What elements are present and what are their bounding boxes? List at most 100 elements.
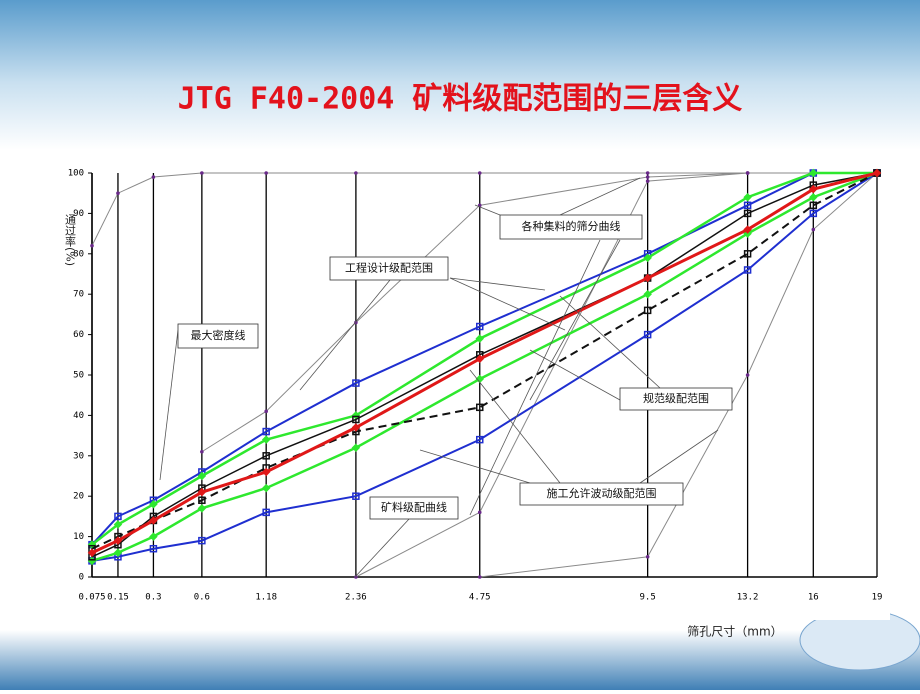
- point: [261, 483, 271, 493]
- point: [262, 452, 270, 460]
- x-tick-label: 9.5: [640, 593, 656, 603]
- point: [643, 273, 652, 283]
- point: [114, 512, 122, 521]
- point: [476, 403, 484, 412]
- point: [476, 435, 484, 444]
- x-tick-label: 0.15: [107, 593, 129, 603]
- leader-line: [469, 239, 601, 516]
- y-tick-label: 10: [73, 532, 84, 542]
- point: [149, 500, 158, 509]
- footer-band: [0, 630, 920, 690]
- leader-line: [559, 295, 661, 389]
- point: [645, 179, 650, 183]
- x-tick-label: 13.2: [737, 593, 759, 603]
- point: [745, 373, 750, 377]
- point: [90, 243, 94, 248]
- y-tick-label: 20: [73, 492, 84, 502]
- point: [643, 330, 652, 339]
- y-tick-label: 70: [73, 290, 84, 300]
- header-band: [0, 0, 920, 150]
- point: [477, 510, 482, 515]
- point: [477, 171, 482, 175]
- x-tick-label: 0.6: [194, 593, 210, 603]
- callout-text: 施工允许波动级配范围: [547, 486, 657, 500]
- callout-box: [519, 482, 684, 506]
- leader-line: [469, 369, 561, 484]
- point: [645, 171, 650, 175]
- point: [197, 487, 207, 497]
- point: [743, 201, 752, 210]
- point: [811, 227, 816, 232]
- point: [352, 492, 360, 500]
- point: [151, 175, 156, 179]
- leader-line: [529, 239, 621, 401]
- point: [475, 334, 484, 343]
- point: [743, 266, 752, 274]
- point: [354, 171, 358, 175]
- point: [477, 575, 482, 579]
- point: [743, 209, 752, 218]
- point: [475, 354, 484, 364]
- chart-panel: [65, 160, 890, 620]
- point: [261, 467, 271, 477]
- point: [198, 496, 206, 504]
- point: [645, 175, 650, 179]
- callout-box: [619, 387, 733, 411]
- point: [149, 544, 158, 553]
- point: [352, 379, 360, 387]
- y-tick-label: 100: [68, 169, 84, 179]
- leader-line: [299, 279, 391, 391]
- y-tick-label: 60: [73, 330, 84, 340]
- point: [198, 536, 206, 545]
- point: [262, 427, 270, 436]
- leader-line: [639, 429, 719, 484]
- callout-box: [329, 256, 449, 281]
- series-line: [91, 172, 878, 562]
- leader-line: [474, 204, 501, 216]
- x-tick-label: 2.36: [345, 593, 367, 603]
- x-axis-label: 筛孔尺寸（mm）: [687, 624, 782, 639]
- callout-text: 规范级配范围: [643, 391, 709, 405]
- chart-title: JTG F40-2004 矿料级配范围的三层含义: [178, 82, 743, 117]
- point: [351, 443, 361, 452]
- plot: 0 10 20 30 40 50 60 70 80 90 100 0.075 0.15 0.3 0.6 1.1…: [68, 169, 883, 603]
- point: [476, 322, 484, 331]
- y-tick-label: 40: [73, 411, 84, 421]
- y-tick-label: 90: [73, 209, 84, 219]
- callout-box: [177, 323, 259, 349]
- point: [643, 289, 652, 299]
- y-tick-label: 0: [79, 573, 84, 583]
- point: [645, 555, 650, 559]
- callout-box: [499, 214, 643, 240]
- point: [352, 415, 360, 424]
- leader-line: [529, 349, 621, 401]
- point: [200, 449, 204, 454]
- y-tick-label: 30: [73, 451, 84, 461]
- callout-text: 矿料级配曲线: [381, 500, 447, 514]
- x-tick-label: 0.075: [78, 593, 105, 603]
- point: [264, 171, 268, 175]
- x-tick-label: 4.75: [469, 593, 491, 603]
- callout-text: 工程设计级配范围: [345, 261, 433, 275]
- point: [197, 471, 207, 481]
- point: [475, 374, 484, 384]
- leader-line: [419, 449, 531, 484]
- leader-line: [559, 177, 641, 216]
- leader-line: [449, 277, 546, 291]
- y-axis-label: 通过率(%): [64, 214, 77, 266]
- leader-line: [159, 329, 179, 481]
- point: [743, 250, 752, 258]
- point: [264, 409, 268, 414]
- y-tick-label: 50: [73, 371, 84, 381]
- point: [745, 171, 750, 175]
- callout-text: 各种集料的筛分曲线: [522, 219, 621, 233]
- callout-box: [369, 496, 459, 520]
- leader-line: [449, 277, 566, 331]
- point: [809, 209, 818, 218]
- x-tick-label: 16: [808, 593, 819, 603]
- point: [262, 508, 270, 517]
- point: [351, 423, 361, 432]
- point: [354, 575, 358, 579]
